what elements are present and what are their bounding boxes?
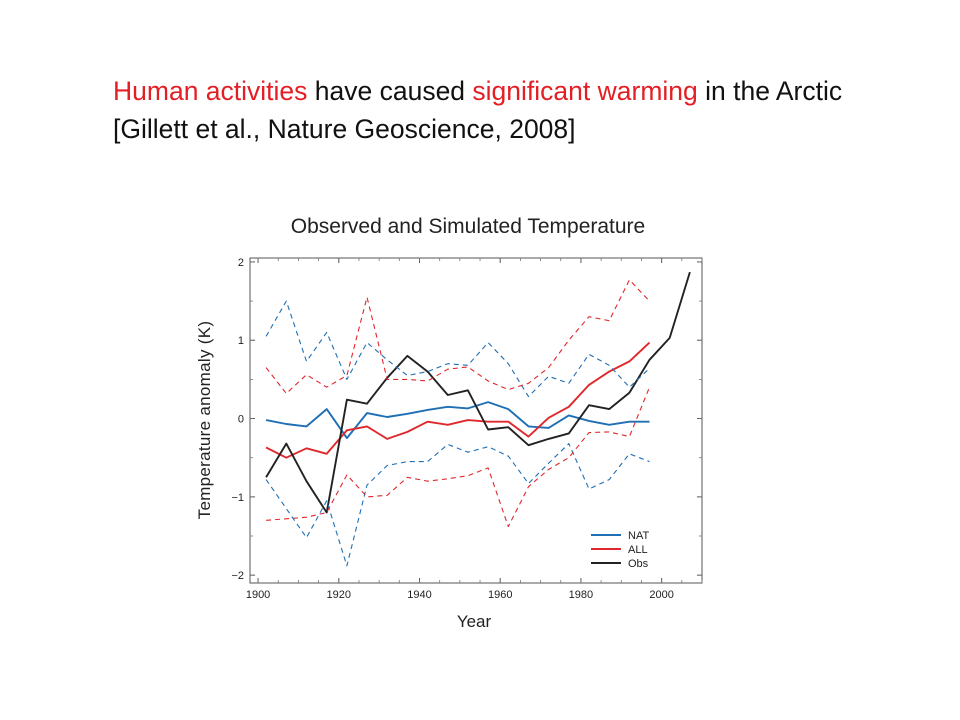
x-tick-label: 1940 (407, 589, 431, 601)
legend-label-obs: Obs (628, 558, 649, 570)
headline-text-1: have caused (307, 76, 473, 106)
headline-text-2: in the Arctic [Gillett et al., Nature Ge… (113, 76, 843, 144)
all-series-line (265, 341, 651, 459)
plot-frame (249, 257, 703, 584)
x-axis-label: Year (456, 612, 492, 631)
y-tick-label: 0 (238, 414, 244, 426)
x-tick-label: 1980 (569, 589, 593, 601)
all-range-line (265, 279, 650, 395)
chart-title: Observed and Simulated Temperature (290, 215, 646, 238)
legend-label-nat: NAT (628, 530, 649, 542)
nat-series-line (265, 401, 650, 440)
y-tick-label: −2 (231, 570, 244, 582)
y-tick-label: 2 (238, 257, 244, 269)
x-tick-label: 1900 (246, 589, 270, 601)
legend-label-all: ALL (628, 544, 648, 556)
x-tick-label: 2000 (649, 589, 673, 601)
x-tick-label: 1960 (488, 589, 512, 601)
y-tick-label: −1 (231, 492, 244, 504)
x-tick-label: 1920 (327, 589, 351, 601)
headline: Human activities have caused significant… (113, 72, 913, 148)
headline-highlight-1: Human activities (113, 76, 308, 106)
nat-range-line (265, 443, 650, 567)
y-tick-label: 1 (238, 335, 244, 347)
nat-range-line (265, 300, 650, 398)
headline-highlight-2: significant warming (472, 76, 698, 106)
obs-series-line (265, 271, 691, 514)
